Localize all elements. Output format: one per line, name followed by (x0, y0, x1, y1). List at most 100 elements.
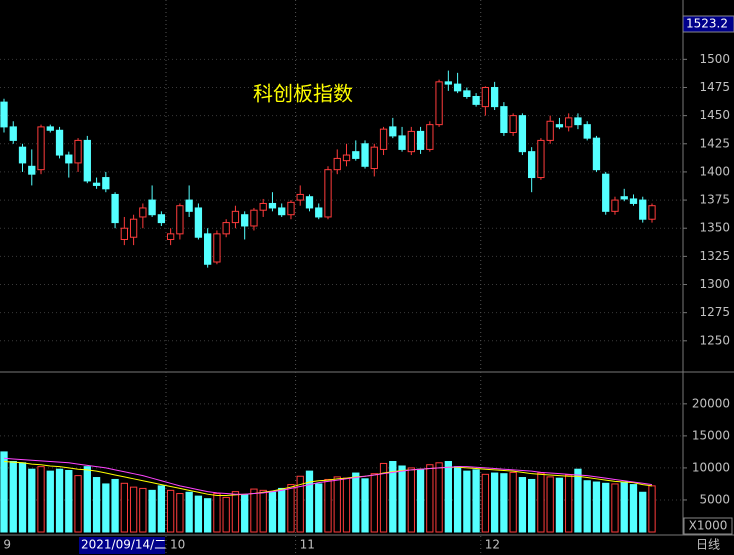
volume-bar (333, 476, 341, 533)
volume-bar (546, 476, 554, 533)
y-tick-label: 1250 (699, 333, 730, 347)
candle-body (574, 117, 582, 126)
candle-body (518, 115, 527, 153)
volume-bar (407, 467, 415, 533)
volume-bar (37, 466, 45, 533)
volume-bar (490, 472, 499, 533)
candle-body (435, 81, 443, 126)
y-tick-label: 1375 (699, 193, 730, 207)
candle-body (546, 120, 554, 141)
volume-bar (296, 475, 304, 533)
candle-body (55, 129, 64, 156)
volume-bar (139, 487, 147, 533)
candle-body (389, 126, 397, 137)
y-tick-label: 1450 (699, 108, 730, 122)
volume-bar (120, 482, 128, 533)
volume-bar (185, 491, 193, 533)
volume-bar (435, 462, 443, 533)
volume-bar (444, 461, 452, 533)
y-tick-label: 1275 (699, 305, 730, 319)
volume-ma-line (3, 461, 653, 496)
volume-bar (537, 472, 545, 533)
candle-body (500, 106, 508, 134)
volume-bar (213, 493, 221, 533)
cursor-date-box (79, 537, 165, 554)
candle-body (0, 101, 8, 128)
volume-bar (565, 474, 573, 533)
candle-body (315, 207, 323, 218)
period-label: 日线 (696, 538, 720, 552)
candle-body (481, 86, 490, 108)
volume-bar (9, 461, 17, 533)
candle-body (463, 90, 471, 97)
volume-ma-line (3, 457, 653, 495)
volume-bar (370, 473, 378, 533)
volume-bar (305, 470, 314, 533)
candle-body (305, 196, 314, 209)
candle-body (407, 130, 415, 153)
volume-bar (639, 491, 647, 533)
volume-bar (46, 470, 54, 533)
candle-body (444, 81, 452, 85)
y-tick-label: 1350 (699, 221, 730, 235)
candle-body (166, 233, 175, 240)
x-tick-label: 11 (300, 538, 315, 552)
candle-body (204, 233, 212, 265)
y-tick-label: 1400 (699, 164, 730, 178)
volume-bar (148, 489, 156, 533)
candle-body (28, 165, 36, 175)
candle-body (555, 124, 564, 128)
cursor-date: 2021/09/14/二 (81, 538, 166, 552)
volume-bar (74, 475, 82, 533)
candle-body (278, 207, 286, 216)
volume-bar (0, 451, 8, 533)
candle-body (296, 193, 304, 201)
candle-body (139, 207, 147, 218)
unit-label-box (683, 517, 733, 535)
volume-bar (398, 465, 406, 533)
candle-body (259, 202, 267, 211)
candle-body (490, 86, 499, 108)
candle-body (352, 151, 360, 159)
volume-bar (416, 468, 425, 533)
candle-body (361, 143, 369, 167)
volume-bar (231, 491, 240, 533)
volume-bar (102, 483, 110, 533)
x-tick-label: 10 (170, 538, 185, 552)
volume-bar (648, 485, 656, 533)
candle-body (287, 201, 295, 216)
volume-bar (463, 470, 471, 533)
volume-bar (528, 478, 536, 533)
volume-bar (453, 466, 462, 533)
volume-bar (222, 496, 230, 533)
volume-bar (166, 489, 175, 533)
candle-body (602, 173, 610, 212)
cursor-label: 1523.2 (686, 17, 728, 31)
candle-body (416, 130, 425, 150)
volume-bar (574, 468, 582, 533)
candle-body (250, 209, 258, 227)
candle-body (18, 146, 27, 164)
candle-body (509, 115, 517, 134)
y-tick-label: 1425 (699, 136, 730, 150)
volume-bar (157, 485, 166, 533)
volume-bar (472, 469, 480, 533)
chart-title: 科创板指数 (253, 82, 353, 106)
candle-body (537, 139, 545, 179)
cursor-label-box (682, 15, 734, 33)
volume-bar (481, 473, 490, 533)
candle-body (324, 169, 332, 218)
volume-bar (629, 484, 638, 533)
volume-bar (287, 484, 295, 533)
volume-bar (259, 489, 267, 533)
volume-bar (204, 498, 212, 533)
candle-body (241, 214, 249, 227)
candle-body (120, 227, 128, 240)
candle-body (74, 139, 82, 164)
x-tick-label: 9 (3, 538, 11, 552)
candle-body (333, 157, 341, 171)
volume-bar (602, 482, 610, 533)
candle-body (592, 137, 601, 171)
candle-body (565, 117, 573, 128)
